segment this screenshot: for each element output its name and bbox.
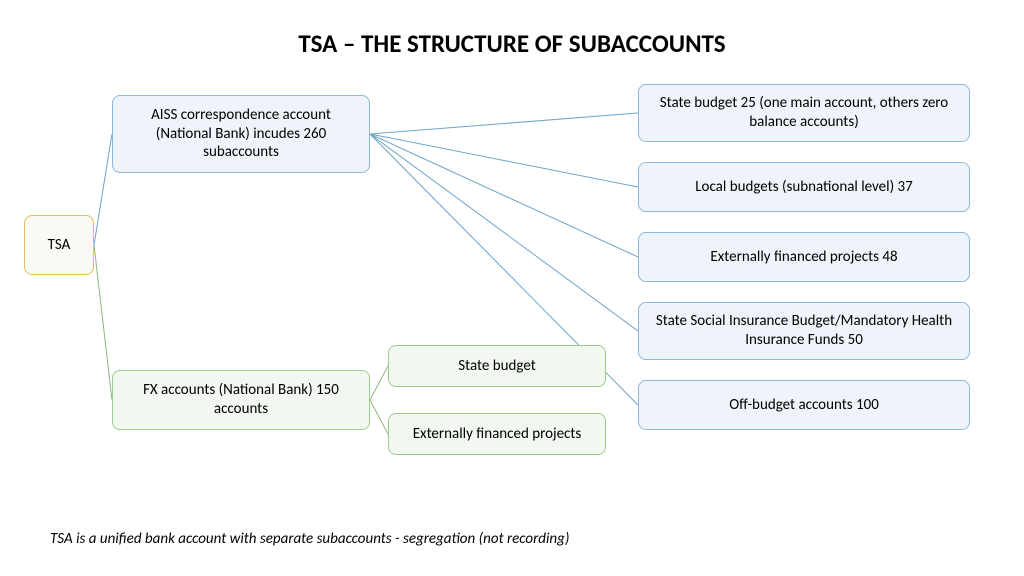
node-aiss: AISS correspondence account (National Ba… <box>112 95 370 173</box>
node-ext-projects: Externally financed projects 48 <box>638 232 970 282</box>
node-fx-ext-projects: Externally financed projects <box>388 413 606 455</box>
node-off-budget: Off-budget accounts 100 <box>638 380 970 430</box>
node-fx-state-budget: State budget <box>388 345 606 387</box>
node-local-budgets: Local budgets (subnational level) 37 <box>638 162 970 212</box>
node-tsa-root: TSA <box>24 215 94 275</box>
node-state-budget: State budget 25 (one main account, other… <box>638 84 970 142</box>
footnote-text: TSA is a unified bank account with separ… <box>50 530 569 548</box>
node-social-insurance: State Social Insurance Budget/Mandatory … <box>638 302 970 360</box>
page-title: TSA – THE STRUCTURE OF SUBACCOUNTS <box>0 28 1024 59</box>
node-fx: FX accounts (National Bank) 150 accounts <box>112 370 370 430</box>
